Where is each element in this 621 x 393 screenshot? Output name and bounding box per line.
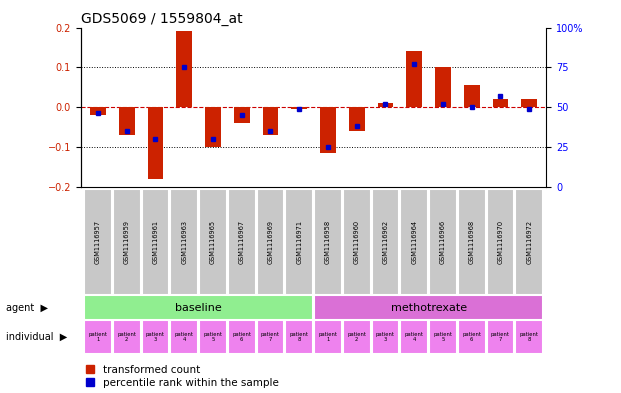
Text: patient
2: patient 2	[347, 332, 366, 342]
Bar	[84, 189, 112, 295]
Text: GSM1116962: GSM1116962	[383, 220, 389, 264]
Bar	[401, 320, 428, 354]
Text: patient
2: patient 2	[117, 332, 136, 342]
Text: patient
5: patient 5	[204, 332, 222, 342]
Text: GSM1116965: GSM1116965	[210, 220, 216, 264]
Bar	[291, 107, 307, 109]
Bar	[429, 320, 457, 354]
Bar	[458, 320, 486, 354]
Text: patient
6: patient 6	[462, 332, 481, 342]
Bar	[349, 107, 365, 131]
Bar	[343, 189, 371, 295]
Bar	[113, 189, 140, 295]
Bar	[521, 99, 537, 107]
Text: patient
1: patient 1	[88, 332, 107, 342]
Bar	[148, 107, 163, 179]
Text: agent  ▶: agent ▶	[6, 303, 48, 312]
Text: GSM1116959: GSM1116959	[124, 220, 130, 264]
Bar	[199, 320, 227, 354]
Bar	[170, 189, 198, 295]
Bar	[343, 320, 371, 354]
Bar	[286, 189, 313, 295]
Bar	[487, 189, 514, 295]
Text: baseline: baseline	[175, 303, 222, 312]
Bar	[263, 107, 278, 135]
Bar	[113, 320, 140, 354]
Bar	[142, 189, 170, 295]
Text: GSM1116958: GSM1116958	[325, 220, 331, 264]
Text: GSM1116964: GSM1116964	[411, 220, 417, 264]
Text: GDS5069 / 1559804_at: GDS5069 / 1559804_at	[81, 13, 242, 26]
Bar	[286, 320, 313, 354]
Text: patient
4: patient 4	[405, 332, 424, 342]
Bar	[84, 320, 112, 354]
Bar	[234, 107, 250, 123]
Text: GSM1116972: GSM1116972	[526, 220, 532, 264]
Bar	[429, 189, 457, 295]
Bar	[378, 103, 393, 107]
Bar	[314, 320, 342, 354]
Bar	[464, 85, 479, 107]
Bar	[492, 99, 509, 107]
Text: patient
4: patient 4	[175, 332, 194, 342]
Bar	[372, 189, 399, 295]
Text: GSM1116968: GSM1116968	[469, 220, 474, 264]
Text: methotrexate: methotrexate	[391, 303, 466, 312]
Bar	[314, 189, 342, 295]
Bar	[515, 320, 543, 354]
Bar	[142, 320, 170, 354]
Bar	[84, 295, 313, 320]
Bar	[228, 320, 255, 354]
Text: GSM1116966: GSM1116966	[440, 220, 446, 264]
Text: GSM1116960: GSM1116960	[354, 220, 360, 264]
Text: patient
6: patient 6	[232, 332, 252, 342]
Bar	[90, 107, 106, 115]
Text: patient
5: patient 5	[433, 332, 453, 342]
Bar	[435, 67, 451, 107]
Text: GSM1116970: GSM1116970	[497, 220, 504, 264]
Text: patient
7: patient 7	[261, 332, 280, 342]
Bar	[199, 189, 227, 295]
Text: GSM1116963: GSM1116963	[181, 220, 187, 264]
Bar	[314, 295, 543, 320]
Bar	[320, 107, 336, 153]
Bar	[170, 320, 198, 354]
Text: patient
1: patient 1	[319, 332, 337, 342]
Text: patient
8: patient 8	[520, 332, 539, 342]
Bar	[406, 51, 422, 107]
Text: patient
3: patient 3	[376, 332, 395, 342]
Text: GSM1116969: GSM1116969	[268, 220, 273, 264]
Bar	[458, 189, 486, 295]
Text: patient
7: patient 7	[491, 332, 510, 342]
Text: GSM1116961: GSM1116961	[153, 220, 158, 264]
Legend: transformed count, percentile rank within the sample: transformed count, percentile rank withi…	[86, 365, 278, 388]
Bar	[372, 320, 399, 354]
Bar	[228, 189, 255, 295]
Bar	[119, 107, 135, 135]
Bar	[205, 107, 221, 147]
Text: individual  ▶: individual ▶	[6, 332, 68, 342]
Text: GSM1116971: GSM1116971	[296, 220, 302, 264]
Bar	[256, 320, 284, 354]
Text: patient
8: patient 8	[290, 332, 309, 342]
Bar	[401, 189, 428, 295]
Text: patient
3: patient 3	[146, 332, 165, 342]
Bar	[256, 189, 284, 295]
Bar	[487, 320, 514, 354]
Text: GSM1116957: GSM1116957	[95, 220, 101, 264]
Bar	[515, 189, 543, 295]
Bar	[176, 31, 192, 107]
Text: GSM1116967: GSM1116967	[238, 220, 245, 264]
